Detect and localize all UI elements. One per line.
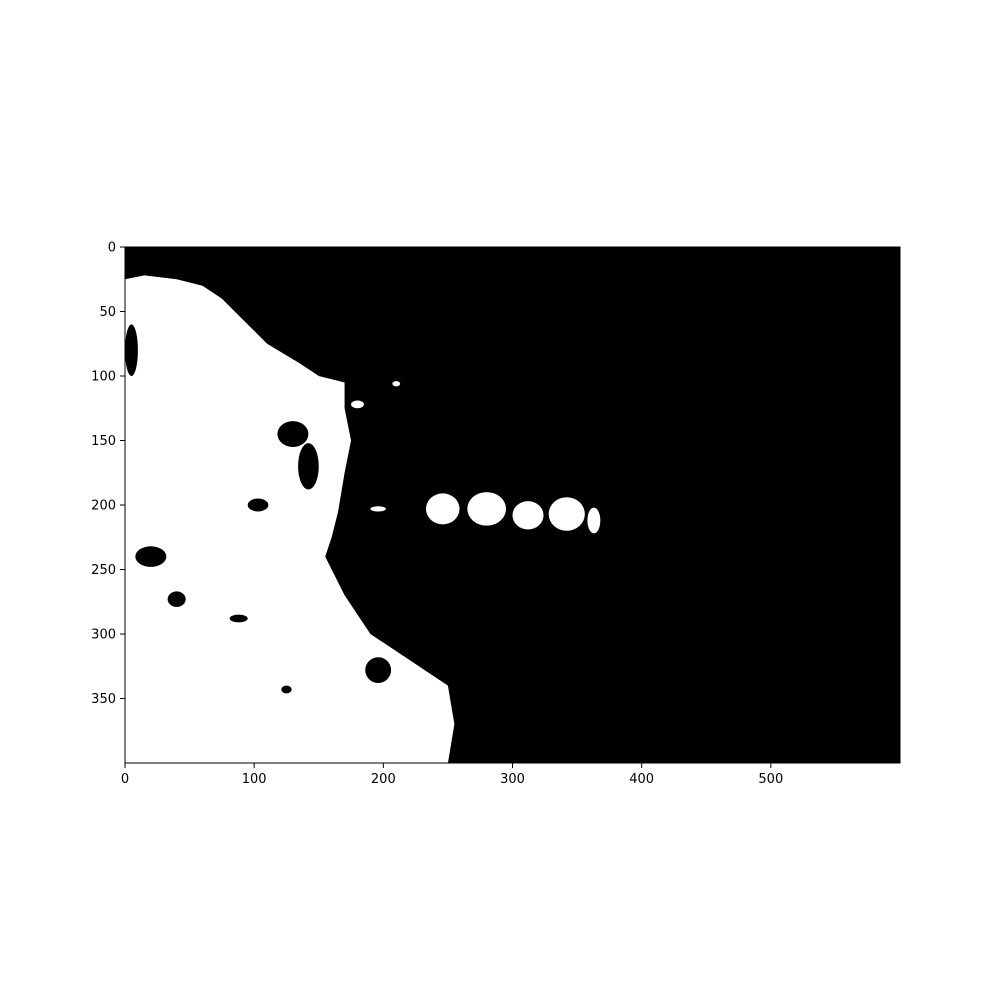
x-tick-label: 0 — [121, 772, 129, 787]
plot-area — [124, 246, 901, 764]
dark-blob-3 — [247, 498, 269, 512]
dark-blob-6 — [298, 443, 319, 490]
dark-blob-7 — [135, 546, 167, 567]
dark-blob-2 — [365, 657, 392, 684]
y-tick-label: 300 — [91, 628, 116, 643]
x-tick-label: 100 — [242, 772, 267, 787]
y-tick-label: 200 — [91, 499, 116, 514]
mask-regions — [125, 275, 601, 763]
y-tick-label: 0 — [108, 241, 116, 256]
white-bump-5 — [587, 507, 601, 534]
white-speck-2 — [370, 506, 386, 512]
white-bump-1 — [425, 493, 460, 525]
white-speck-1 — [392, 381, 401, 387]
dark-blob-4 — [229, 614, 248, 623]
y-tick-label: 250 — [91, 563, 116, 578]
white-bump-4 — [548, 497, 585, 531]
y-axis: 0 50 100 150 200 250 300 350 — [91, 241, 125, 707]
x-tick-label: 300 — [500, 772, 525, 787]
white-bump-2 — [467, 492, 507, 526]
y-tick-label: 100 — [91, 370, 116, 385]
dark-blob-8 — [125, 324, 138, 376]
dark-blob-5 — [277, 421, 309, 447]
white-speck-3 — [351, 400, 364, 409]
y-tick-label: 150 — [91, 434, 116, 449]
y-tick-label: 50 — [99, 305, 116, 320]
y-tick-label: 350 — [91, 692, 116, 707]
x-axis: 0 100 200 300 400 500 — [121, 763, 783, 787]
x-tick-label: 400 — [629, 772, 654, 787]
x-tick-label: 500 — [758, 772, 783, 787]
dark-blob-9 — [281, 685, 292, 694]
white-bump-3 — [512, 501, 544, 530]
dark-blob-1 — [167, 591, 186, 607]
x-tick-label: 200 — [371, 772, 396, 787]
left-white-mass — [125, 275, 455, 763]
